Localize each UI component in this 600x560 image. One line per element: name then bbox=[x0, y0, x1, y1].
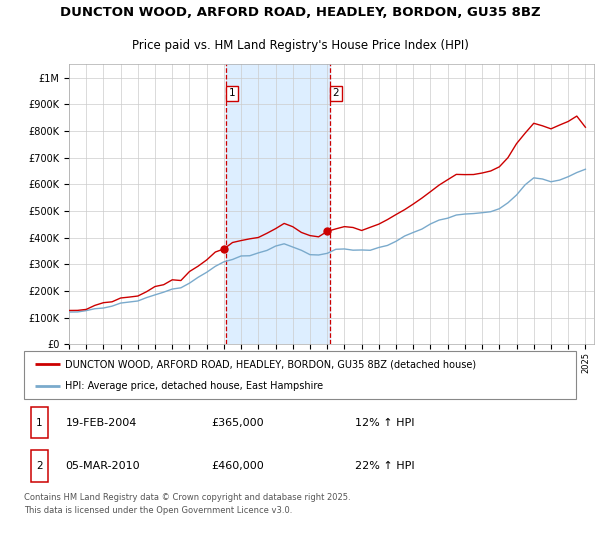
Text: 22% ↑ HPI: 22% ↑ HPI bbox=[355, 461, 415, 471]
Text: £460,000: £460,000 bbox=[212, 461, 265, 471]
Text: DUNCTON WOOD, ARFORD ROAD, HEADLEY, BORDON, GU35 8BZ (detached house): DUNCTON WOOD, ARFORD ROAD, HEADLEY, BORD… bbox=[65, 359, 476, 369]
Text: £365,000: £365,000 bbox=[212, 418, 265, 427]
Text: 1: 1 bbox=[36, 418, 43, 427]
Text: 19-FEB-2004: 19-FEB-2004 bbox=[65, 418, 137, 427]
Bar bbox=[226, 64, 330, 344]
FancyBboxPatch shape bbox=[31, 450, 48, 482]
Text: DUNCTON WOOD, ARFORD ROAD, HEADLEY, BORDON, GU35 8BZ: DUNCTON WOOD, ARFORD ROAD, HEADLEY, BORD… bbox=[59, 6, 541, 20]
Point bbox=[322, 227, 332, 236]
Text: Contains HM Land Registry data © Crown copyright and database right 2025.
This d: Contains HM Land Registry data © Crown c… bbox=[24, 493, 350, 515]
FancyBboxPatch shape bbox=[24, 351, 576, 399]
Text: 2: 2 bbox=[333, 88, 340, 99]
Text: HPI: Average price, detached house, East Hampshire: HPI: Average price, detached house, East… bbox=[65, 381, 323, 391]
FancyBboxPatch shape bbox=[31, 407, 48, 438]
Text: 2: 2 bbox=[36, 461, 43, 471]
Text: 1: 1 bbox=[229, 88, 235, 99]
Text: 12% ↑ HPI: 12% ↑ HPI bbox=[355, 418, 415, 427]
Point bbox=[219, 245, 229, 254]
Text: 05-MAR-2010: 05-MAR-2010 bbox=[65, 461, 140, 471]
Text: Price paid vs. HM Land Registry's House Price Index (HPI): Price paid vs. HM Land Registry's House … bbox=[131, 39, 469, 53]
